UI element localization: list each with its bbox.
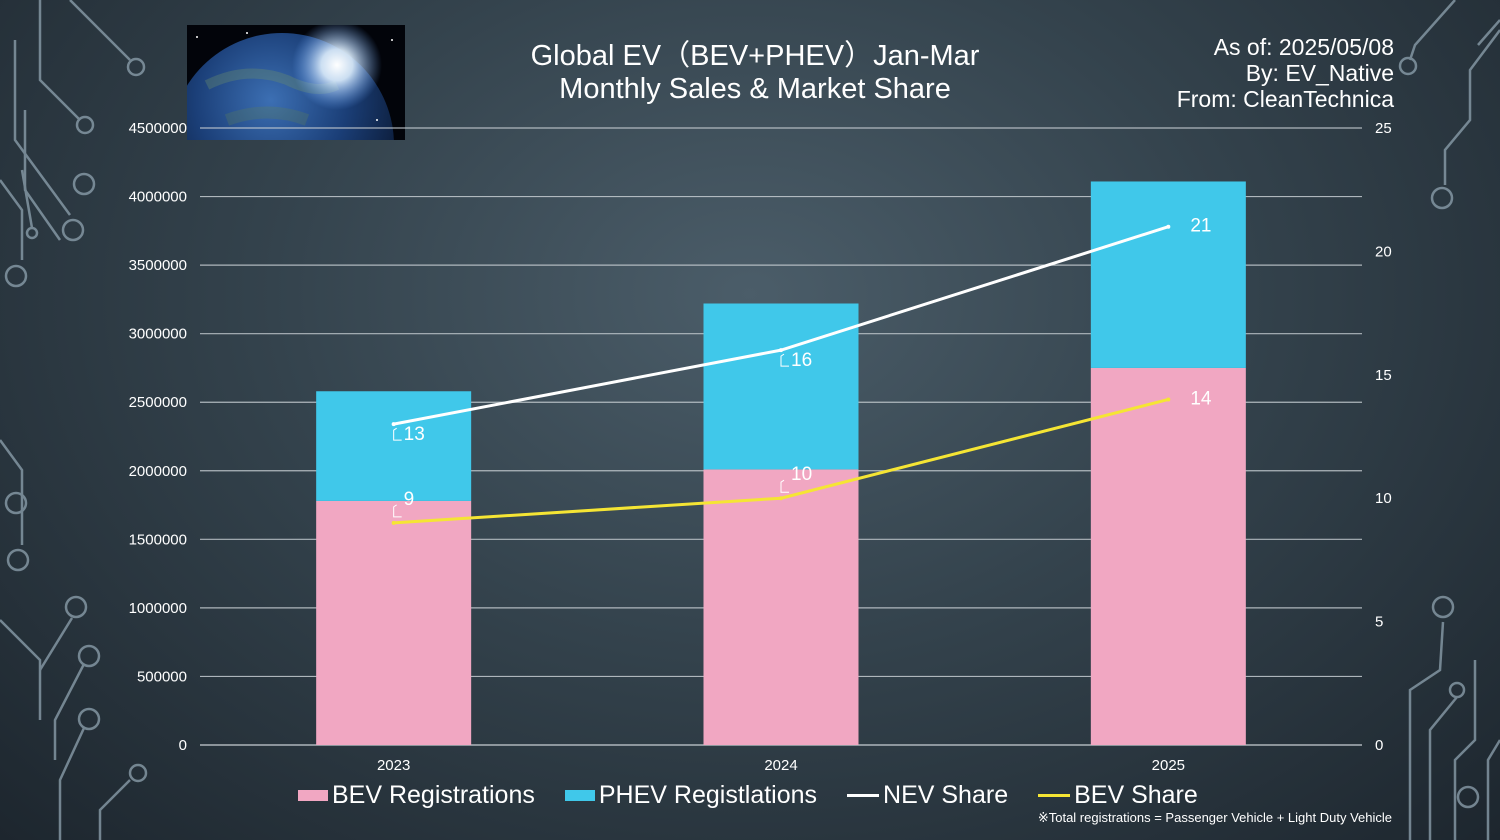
y-left-tick: 1500000 bbox=[129, 531, 187, 548]
bev-share-point bbox=[779, 496, 783, 501]
earth-image bbox=[187, 25, 405, 140]
bev-share-data-label: 14 bbox=[1190, 388, 1212, 409]
bar-bev bbox=[1090, 367, 1246, 745]
legend-label: BEV Share bbox=[1074, 781, 1198, 809]
legend-label: BEV Registrations bbox=[332, 781, 535, 809]
legend-swatch bbox=[298, 790, 328, 801]
y-left-tick: 500000 bbox=[137, 668, 187, 685]
legend-label: PHEV Registlations bbox=[598, 781, 818, 809]
title-line-2: Monthly Sales & Market Share bbox=[559, 73, 951, 105]
y-right-tick: 20 bbox=[1375, 243, 1392, 260]
y-left-tick: 3500000 bbox=[129, 257, 187, 274]
bar-phev bbox=[1090, 181, 1246, 368]
y-left-tick: 1000000 bbox=[129, 600, 187, 617]
y-left-tick: 0 bbox=[179, 737, 187, 754]
x-tick: 2025 bbox=[1152, 757, 1185, 774]
data-label-leader bbox=[780, 353, 789, 367]
source: From: CleanTechnica bbox=[1176, 86, 1394, 112]
nev-share-data-label: 21 bbox=[1190, 216, 1211, 237]
legend-swatch bbox=[1038, 794, 1071, 797]
bev-share-point bbox=[391, 520, 396, 525]
chart-title: Global EV（BEV+PHEV）Jan-Mar Monthly Sales… bbox=[455, 40, 1055, 106]
source-info: As of: 2025/05/08 By: EV_Native From: Cl… bbox=[1177, 34, 1394, 112]
y-left-tick: 3000000 bbox=[129, 326, 187, 343]
legend-item: BEV Share bbox=[1038, 781, 1198, 810]
data-label-leader bbox=[393, 504, 402, 518]
chart-legend: BEV Registrations PHEV Registlations NEV S… bbox=[298, 781, 1228, 810]
nev-share-point bbox=[391, 422, 396, 427]
nev-share-point bbox=[779, 348, 783, 353]
y-left-tick: 2000000 bbox=[129, 463, 187, 480]
bev-share-point bbox=[1166, 397, 1171, 402]
legend-item: BEV Registrations bbox=[298, 781, 535, 810]
y-right-tick: 0 bbox=[1375, 737, 1383, 754]
bar-bev bbox=[703, 469, 859, 745]
bev-share-data-label: 10 bbox=[791, 464, 812, 485]
title-line-1: Global EV（BEV+PHEV）Jan-Mar bbox=[530, 40, 980, 72]
data-label-leader bbox=[780, 479, 789, 493]
y-right-tick: 15 bbox=[1375, 367, 1392, 384]
y-right-tick: 10 bbox=[1375, 490, 1392, 507]
legend-swatch bbox=[847, 794, 880, 797]
nev-share-data-label: 16 bbox=[791, 350, 812, 371]
legend-item: NEV Share bbox=[847, 781, 1008, 810]
legend-label: NEV Share bbox=[883, 781, 1009, 809]
y-right-tick: 5 bbox=[1375, 614, 1383, 631]
x-tick: 2023 bbox=[377, 757, 410, 774]
x-tick: 2024 bbox=[764, 757, 797, 774]
legend-swatch bbox=[564, 790, 595, 801]
footnote: ※Total registrations = Passenger Vehicle… bbox=[1037, 810, 1392, 825]
bev-share-data-label: 9 bbox=[404, 489, 415, 510]
y-left-tick: 2500000 bbox=[129, 394, 187, 411]
nev-share-point bbox=[1166, 224, 1171, 229]
bar-bev bbox=[316, 500, 472, 745]
data-label-leader bbox=[393, 427, 402, 441]
as-of-date: As of: 2025/05/08 bbox=[1213, 34, 1394, 60]
bar-phev bbox=[316, 391, 472, 501]
legend-item: PHEV Registlations bbox=[564, 781, 818, 810]
y-left-tick: 4500000 bbox=[129, 120, 187, 137]
bar-phev bbox=[703, 303, 859, 470]
y-right-tick: 25 bbox=[1375, 120, 1392, 137]
nev-share-data-label: 13 bbox=[404, 424, 425, 445]
y-left-tick: 4000000 bbox=[129, 189, 187, 206]
author: By: EV_Native bbox=[1245, 60, 1394, 86]
